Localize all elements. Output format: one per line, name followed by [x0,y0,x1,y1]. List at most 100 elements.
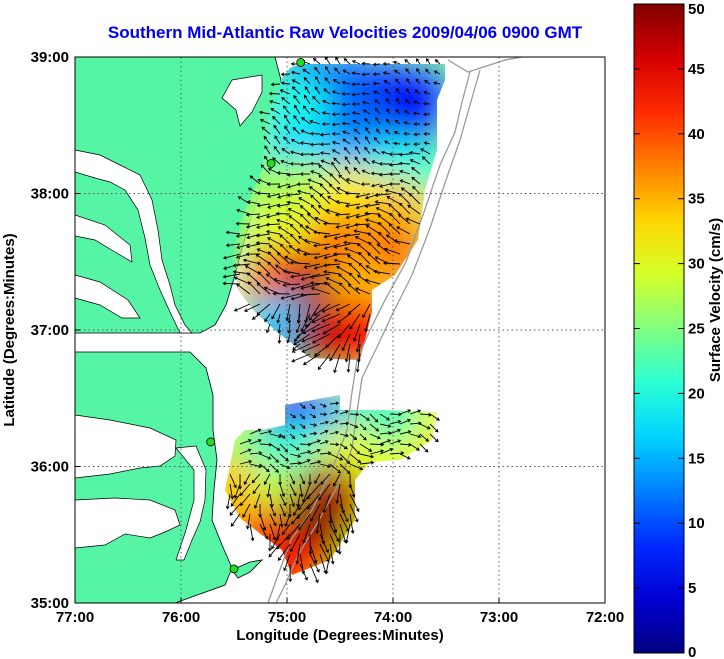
velocity-arrow-349 [323,263,341,268]
velocity-arrow-216 [256,191,271,196]
velocity-arrow-388 [247,281,261,295]
velocity-arrow-192 [361,169,371,175]
velocity-arrow-10 [392,60,401,65]
velocity-arrow-430 [302,323,321,335]
velocity-arrow-303 [396,226,411,235]
radar-sites [206,58,306,574]
velocity-arrow-565 [289,473,296,485]
velocity-arrow-268 [235,221,251,226]
velocity-arrow-250 [236,208,251,215]
velocity-arrow-166 [272,157,281,165]
velocity-arrow-485 [379,423,392,428]
velocity-arrow-548 [259,463,270,473]
velocity-arrow-327 [279,243,291,255]
velocity-arrow-229 [384,188,401,195]
velocity-arrow-361 [274,264,291,275]
velocity-arrow-157 [355,146,361,155]
velocity-arrow-201 [276,183,291,189]
velocity-arrow-550 [279,463,291,470]
velocity-arrow-227 [364,193,381,200]
velocity-arrow-638 [319,533,329,554]
velocity-arrow-365 [310,273,331,279]
velocity-arrow-169 [299,162,311,167]
velocity-arrow-162 [398,152,411,157]
velocity-arrow-184 [276,171,291,175]
velocity-arrow-167 [280,159,291,165]
velocity-arrow-359 [257,261,271,275]
velocity-arrow-72 [351,102,361,106]
velocity-arrow-588 [253,493,261,509]
velocity-arrow-222 [319,183,331,195]
velocity-arrow-181 [421,156,431,165]
velocity-arrow-611 [245,513,251,530]
x-axis-label: Longitude (Degrees:Minutes) [236,627,444,644]
velocity-arrow-459 [319,403,327,408]
velocity-arrow-482 [349,423,359,429]
velocity-arrow-108 [375,116,381,125]
velocity-arrow-341 [242,258,261,265]
velocity-arrow-542 [369,449,385,455]
velocity-arrow-193 [370,171,381,176]
velocity-arrow-481 [339,421,350,426]
velocity-arrow-309 [279,234,291,245]
velocity-arrow-114 [261,126,271,135]
velocity-arrow-569 [320,473,331,485]
velocity-arrow-177 [378,161,391,166]
velocity-arrow-101 [301,117,311,125]
velocity-arrow-54 [331,90,341,95]
velocity-arrow-284 [397,213,411,225]
velocity-arrow-179 [398,161,411,166]
velocity-arrow-92 [386,108,391,115]
velocity-arrow-318 [367,232,381,245]
velocity-arrow-74 [374,99,381,105]
velocity-arrow-59 [384,88,391,95]
velocity-arrow-147 [423,141,431,146]
velocity-arrow-236 [276,203,291,208]
velocity-arrow-487 [399,418,412,425]
y-axis-label: Latitude (Degrees:Minutes) [1,233,18,426]
velocity-arrow-364 [300,273,321,281]
velocity-arrow-545 [399,453,411,460]
velocity-arrow-48 [268,91,281,96]
velocity-arrow-35 [315,76,321,85]
velocity-arrow-462 [299,413,306,420]
colorbar [633,3,685,654]
velocity-arrow-534 [289,453,302,458]
velocity-arrow-266 [399,202,411,215]
velocity-arrow-204 [307,178,321,185]
velocity-arrow-42 [383,80,391,85]
velocity-arrow-532 [269,453,280,463]
velocity-arrow-195 [388,172,400,176]
velocity-arrow-90 [362,109,371,115]
velocity-arrow-136 [309,142,321,147]
velocity-arrow-597 [349,493,360,513]
velocity-arrow-104 [331,122,341,127]
velocity-arrow-566 [299,473,306,485]
velocity-arrow-529 [239,448,252,455]
velocity-arrow-343 [267,251,281,265]
velocity-arrow-217 [266,193,281,199]
velocity-arrow-626 [281,523,291,536]
velocity-arrow-397 [338,282,351,295]
velocity-arrow-110 [394,119,401,125]
velocity-arrow-197 [411,166,421,175]
x-tick-label-5: 72:00 [586,609,624,626]
velocity-arrow-607 [328,503,333,525]
velocity-arrow-440 [311,333,331,344]
velocity-arrow-14 [434,59,441,65]
velocity-arrow-146 [413,142,421,147]
velocity-arrow-272 [276,218,291,225]
velocity-arrow-448 [329,343,341,362]
velocity-arrow-590 [279,493,287,507]
velocity-arrow-410 [335,303,351,312]
y-axis-ticks: 35:00 36:00 37:00 38:00 39:00 [31,49,80,612]
velocity-arrow-641 [268,543,281,558]
velocity-arrow-632 [344,523,351,544]
velocity-arrow-319 [378,231,391,245]
velocity-arrow-22 [351,71,361,76]
velocity-arrow-235 [267,203,281,209]
velocity-arrow-134 [290,138,301,145]
velocity-arrow-58 [373,90,381,95]
velocity-arrow-267 [407,204,421,215]
velocity-arrow-33 [291,79,301,85]
